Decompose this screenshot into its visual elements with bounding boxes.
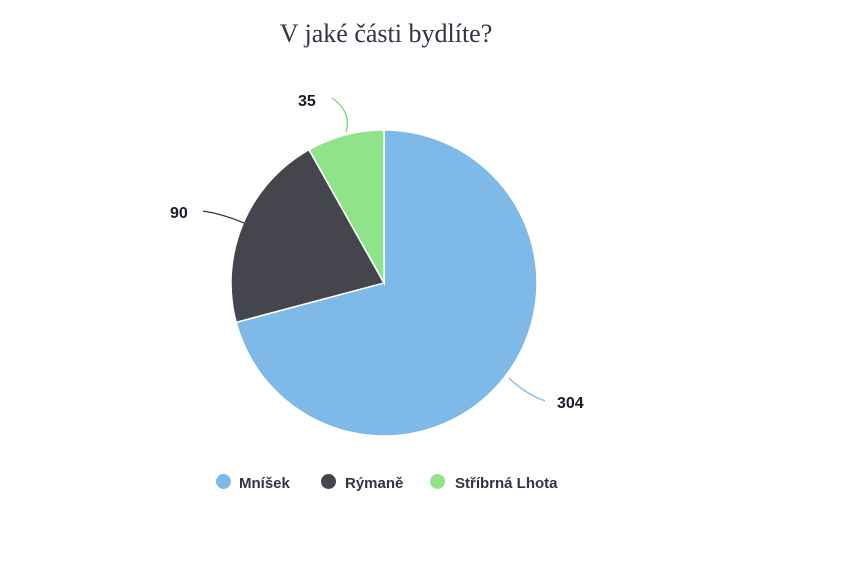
svg-text:35: 35 [298, 93, 316, 110]
svg-text:90: 90 [170, 205, 188, 222]
svg-text:304: 304 [557, 395, 584, 412]
